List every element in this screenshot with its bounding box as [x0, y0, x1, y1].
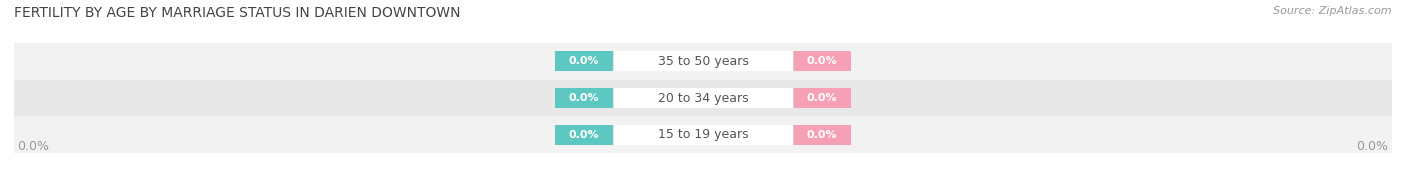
Bar — [14, 43, 1392, 80]
Text: Source: ZipAtlas.com: Source: ZipAtlas.com — [1274, 6, 1392, 16]
Text: FERTILITY BY AGE BY MARRIAGE STATUS IN DARIEN DOWNTOWN: FERTILITY BY AGE BY MARRIAGE STATUS IN D… — [14, 6, 461, 20]
Bar — [793, 124, 851, 145]
Text: 0.0%: 0.0% — [807, 130, 837, 140]
Bar — [555, 51, 851, 72]
Bar — [555, 51, 613, 72]
Text: 0.0%: 0.0% — [807, 93, 837, 103]
Text: 0.0%: 0.0% — [17, 140, 49, 153]
Text: 15 to 19 years: 15 to 19 years — [658, 128, 748, 141]
Text: 0.0%: 0.0% — [569, 130, 599, 140]
Bar — [14, 116, 1392, 153]
Bar — [555, 124, 613, 145]
Bar — [14, 80, 1392, 116]
Bar — [555, 88, 613, 108]
Bar — [555, 88, 851, 108]
Text: 0.0%: 0.0% — [569, 56, 599, 66]
Legend: Married, Unmarried: Married, Unmarried — [610, 192, 796, 196]
Bar — [555, 124, 851, 145]
Text: 0.0%: 0.0% — [569, 93, 599, 103]
Text: 35 to 50 years: 35 to 50 years — [658, 55, 748, 68]
Bar — [793, 51, 851, 72]
Text: 0.0%: 0.0% — [807, 56, 837, 66]
Text: 20 to 34 years: 20 to 34 years — [658, 92, 748, 104]
Text: 0.0%: 0.0% — [1357, 140, 1389, 153]
Bar — [793, 88, 851, 108]
